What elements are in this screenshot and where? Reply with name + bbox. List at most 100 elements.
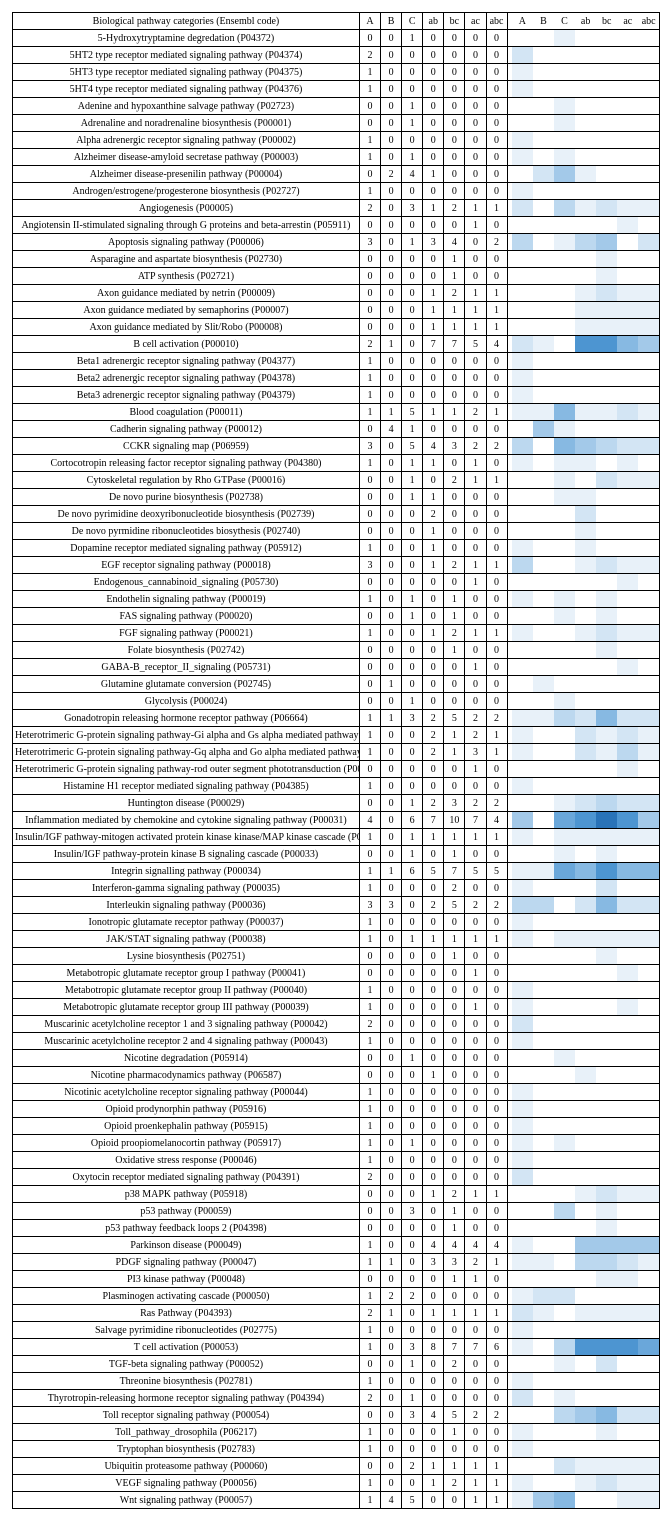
- value-cell: 1: [359, 81, 380, 98]
- value-cell: 0: [444, 217, 465, 234]
- value-cell: 3: [402, 1407, 423, 1424]
- heat-cell: [617, 302, 638, 319]
- heat-cell: [617, 1101, 638, 1118]
- heat-cell: [638, 1305, 659, 1322]
- value-cell: 2: [402, 1458, 423, 1475]
- value-cell: 0: [381, 506, 402, 523]
- heat-cell: [533, 812, 554, 829]
- heat-cell: [533, 506, 554, 523]
- value-cell: 0: [359, 693, 380, 710]
- value-cell: 0: [465, 880, 486, 897]
- value-cell: 4: [486, 336, 507, 353]
- table-row: Metabotropic glutamate receptor group II…: [13, 999, 660, 1016]
- heat-cell: [575, 506, 596, 523]
- heat-cell: [617, 1475, 638, 1492]
- heat-cell: [596, 149, 617, 166]
- value-cell: 1: [444, 948, 465, 965]
- heat-cell: [575, 302, 596, 319]
- heat-cell: [596, 1101, 617, 1118]
- pathway-name: Gonadotropin releasing hormone receptor …: [13, 710, 360, 727]
- value-cell: 0: [402, 1220, 423, 1237]
- value-cell: 0: [423, 846, 444, 863]
- table-row: Cortocotropin releasing factor receptor …: [13, 455, 660, 472]
- value-cell: 1: [465, 455, 486, 472]
- table-row: Asparagine and aspartate biosynthesis (P…: [13, 251, 660, 268]
- value-cell: 1: [423, 302, 444, 319]
- heat-cell: [638, 1288, 659, 1305]
- value-cell: 1: [402, 421, 423, 438]
- heat-cell: [638, 64, 659, 81]
- heat-cell: [638, 1390, 659, 1407]
- value-cell: 5: [465, 863, 486, 880]
- heat-cell: [617, 829, 638, 846]
- heat-cell: [638, 778, 659, 795]
- heat-cell: [575, 1067, 596, 1084]
- heat-cell: [554, 98, 575, 115]
- pathway-name: GABA-B_receptor_II_signaling (P05731): [13, 659, 360, 676]
- value-cell: 0: [486, 251, 507, 268]
- heat-cell: [533, 931, 554, 948]
- heat-cell: [596, 1135, 617, 1152]
- value-cell: 3: [359, 438, 380, 455]
- value-cell: 1: [359, 863, 380, 880]
- value-cell: 0: [359, 1186, 380, 1203]
- value-cell: 0: [465, 506, 486, 523]
- heat-cell: [638, 846, 659, 863]
- heat-cell: [617, 812, 638, 829]
- heat-cell: [617, 336, 638, 353]
- value-cell: 0: [465, 1033, 486, 1050]
- value-cell: 1: [444, 829, 465, 846]
- value-cell: 1: [444, 404, 465, 421]
- value-cell: 1: [444, 744, 465, 761]
- value-cell: 0: [381, 1016, 402, 1033]
- value-cell: 10: [444, 812, 465, 829]
- value-cell: 3: [444, 1254, 465, 1271]
- heat-cell: [575, 914, 596, 931]
- value-cell: 1: [381, 336, 402, 353]
- heat-cell: [533, 149, 554, 166]
- value-cell: 0: [465, 1101, 486, 1118]
- value-cell: 0: [486, 1152, 507, 1169]
- heat-cell: [596, 727, 617, 744]
- value-cell: 1: [486, 557, 507, 574]
- value-cell: 0: [423, 1424, 444, 1441]
- heat-cell: [533, 421, 554, 438]
- heat-cell: [596, 166, 617, 183]
- heat-cell: [617, 1356, 638, 1373]
- heat-cell: [617, 1033, 638, 1050]
- heat-cell: [533, 846, 554, 863]
- value-cell: 0: [423, 1288, 444, 1305]
- heat-cell: [554, 608, 575, 625]
- heat-cell: [617, 421, 638, 438]
- heat-cell: [554, 676, 575, 693]
- table-row: Opioid prodynorphin pathway (P05916)1000…: [13, 1101, 660, 1118]
- value-cell: 3: [444, 795, 465, 812]
- value-cell: 2: [444, 285, 465, 302]
- heat-cell: [575, 812, 596, 829]
- value-cell: 2: [359, 1016, 380, 1033]
- heat-cell: [533, 1050, 554, 1067]
- heat-cell: [554, 1288, 575, 1305]
- heat-cell: [596, 285, 617, 302]
- heat-cell: [575, 931, 596, 948]
- heat-cell: [512, 710, 533, 727]
- value-cell: 7: [444, 863, 465, 880]
- value-cell: 0: [444, 149, 465, 166]
- value-cell: 7: [423, 336, 444, 353]
- heat-cell: [512, 81, 533, 98]
- value-cell: 1: [423, 166, 444, 183]
- pathway-name: Interleukin signaling pathway (P00036): [13, 897, 360, 914]
- value-cell: 0: [381, 727, 402, 744]
- heat-cell: [512, 370, 533, 387]
- value-cell: 0: [486, 455, 507, 472]
- heat-cell: [638, 1084, 659, 1101]
- heat-cell: [512, 557, 533, 574]
- heat-cell: [617, 931, 638, 948]
- value-cell: 1: [423, 931, 444, 948]
- value-cell: 0: [486, 81, 507, 98]
- value-cell: 0: [465, 1067, 486, 1084]
- value-cell: 1: [381, 676, 402, 693]
- table-row: p53 pathway feedback loops 2 (P04398)000…: [13, 1220, 660, 1237]
- heat-cell: [596, 931, 617, 948]
- value-cell: 0: [381, 1169, 402, 1186]
